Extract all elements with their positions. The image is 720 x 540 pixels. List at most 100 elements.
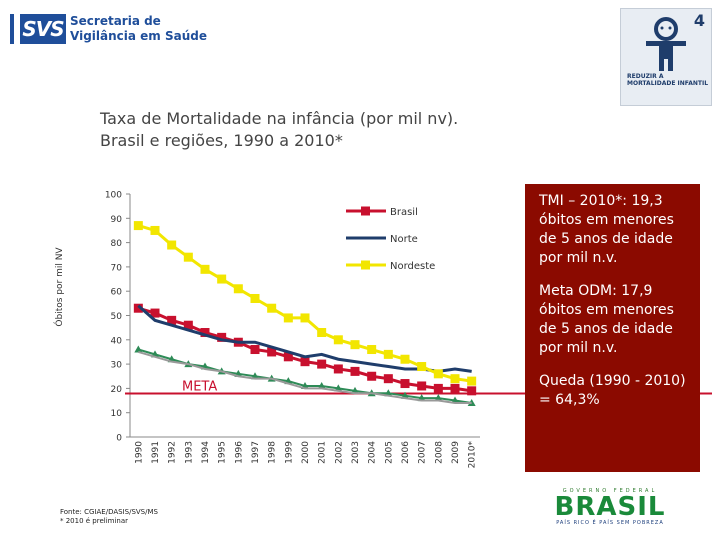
info-tmi: TMI – 2010*: 19,3 óbitos em menores de 5…: [539, 193, 674, 266]
data-point: [367, 371, 377, 381]
data-point: [200, 264, 210, 274]
odm-goal-number: 4: [693, 11, 705, 30]
data-point: [167, 315, 177, 325]
data-point: [133, 221, 143, 231]
x-tick-label: 2006: [401, 441, 411, 464]
x-tick-label: 1991: [151, 441, 161, 464]
data-point: [400, 354, 410, 364]
y-tick-label: 90: [111, 215, 123, 225]
data-point: [317, 359, 327, 369]
chart-title-line2: Brasil e regiões, 1990 a 2010*: [100, 131, 343, 150]
data-point: [317, 328, 327, 338]
x-tick-label: 1999: [284, 441, 294, 464]
footnote-source: Fonte: CGIAE/DASIS/SVS/MS: [60, 508, 158, 516]
x-tick-label: 2007: [418, 441, 428, 464]
data-point: [367, 345, 377, 355]
x-tick-label: 1992: [168, 441, 178, 464]
svs-logo-line1: Secretaria de: [70, 14, 161, 28]
x-tick-label: 2003: [351, 441, 361, 464]
odm-goal-line1: REDUZIR A: [627, 73, 664, 80]
brasil-logo-word: BRASIL: [554, 492, 666, 522]
data-point: [217, 274, 227, 284]
legend-label: Norte: [390, 234, 418, 245]
data-point: [450, 374, 460, 384]
brasil-logo: GOVERNO FEDERAL BRASIL PAÍS RICO É PAÍS …: [550, 488, 670, 528]
data-point: [383, 374, 393, 384]
legend-marker: [361, 206, 370, 216]
data-point: [433, 383, 443, 393]
data-point: [150, 308, 160, 318]
data-point: [350, 340, 360, 350]
brasil-logo-top: GOVERNO FEDERAL: [562, 488, 658, 494]
y-tick-label: 30: [111, 361, 123, 371]
data-point: [400, 379, 410, 389]
data-point: [267, 303, 277, 313]
series-line: [137, 304, 472, 373]
odm-goal-badge: 4 REDUZIR A MORTALIDADE INFANTIL: [620, 8, 712, 106]
x-tick-label: 1995: [218, 441, 228, 464]
svs-logo-line2: Vigilância em Saúde: [70, 29, 207, 43]
x-tick-label: 2008: [434, 441, 444, 464]
x-tick-label: 2010*: [468, 441, 478, 469]
data-point: [134, 345, 143, 353]
data-point: [200, 328, 210, 338]
data-point: [333, 335, 343, 345]
data-point: [250, 345, 260, 355]
footnote-preliminary: * 2010 é preliminar: [60, 517, 129, 525]
x-tick-label: 1997: [251, 441, 261, 464]
data-point: [267, 347, 277, 357]
footnote: Fonte: CGIAE/DASIS/SVS/MS * 2010 é preli…: [60, 508, 158, 526]
header: SVS Secretaria de Vigilância em Saúde 4 …: [0, 0, 720, 110]
data-point: [217, 332, 227, 342]
y-tick-label: 100: [105, 191, 122, 201]
info-meta-odm: Meta ODM: 17,9 óbitos em menores de 5 an…: [539, 283, 674, 356]
data-point: [417, 381, 427, 391]
x-tick-label: 2001: [318, 441, 328, 464]
series-line: [138, 350, 472, 404]
y-tick-label: 20: [111, 385, 123, 395]
brasil-logo-sub: PAÍS RICO É PAÍS SEM POBREZA: [556, 520, 664, 526]
odm-goal-line2: MORTALIDADE INFANTIL: [627, 80, 709, 87]
data-point: [300, 357, 310, 367]
y-tick-label: 10: [111, 409, 123, 419]
legend-label: Nordeste: [390, 261, 435, 272]
data-point: [183, 320, 193, 330]
x-tick-label: 2000: [301, 441, 311, 464]
legend-label: Brasil: [390, 207, 418, 218]
y-tick-label: 0: [116, 434, 122, 444]
meta-label: META: [182, 380, 217, 395]
data-point: [183, 252, 193, 262]
data-point: [467, 386, 477, 396]
y-tick-label: 70: [111, 263, 123, 273]
x-tick-label: 1998: [268, 441, 278, 464]
data-point: [283, 352, 293, 362]
x-tick-label: 1994: [201, 441, 211, 464]
x-tick-label: 1990: [134, 441, 144, 464]
y-tick-label: 60: [111, 288, 123, 298]
data-point: [283, 313, 293, 323]
chart-title: Taxa de Mortalidade na infância (por mil…: [100, 108, 458, 152]
data-point: [150, 225, 160, 235]
data-point: [417, 362, 427, 372]
data-point: [317, 381, 326, 389]
svs-logo: SVS: [20, 14, 66, 44]
x-tick-label: 2009: [451, 441, 461, 464]
x-tick-label: 2004: [368, 441, 378, 464]
odm-goal-text: REDUZIR A MORTALIDADE INFANTIL: [627, 73, 708, 87]
x-tick-label: 1993: [184, 441, 194, 464]
x-tick-label: 2005: [384, 441, 394, 464]
data-point: [167, 240, 177, 250]
data-point: [383, 349, 393, 359]
legend-marker: [361, 260, 370, 270]
x-tick-label: 2002: [334, 441, 344, 464]
svs-logo-text: Secretaria de Vigilância em Saúde: [70, 14, 207, 44]
data-point: [450, 383, 460, 393]
data-point: [433, 369, 443, 379]
y-tick-label: 80: [111, 239, 123, 249]
data-point: [333, 364, 343, 374]
info-panel: TMI – 2010*: 19,3 óbitos em menores de 5…: [525, 184, 700, 472]
child-icon: [646, 17, 686, 71]
data-point: [350, 366, 360, 376]
data-point: [133, 303, 143, 313]
